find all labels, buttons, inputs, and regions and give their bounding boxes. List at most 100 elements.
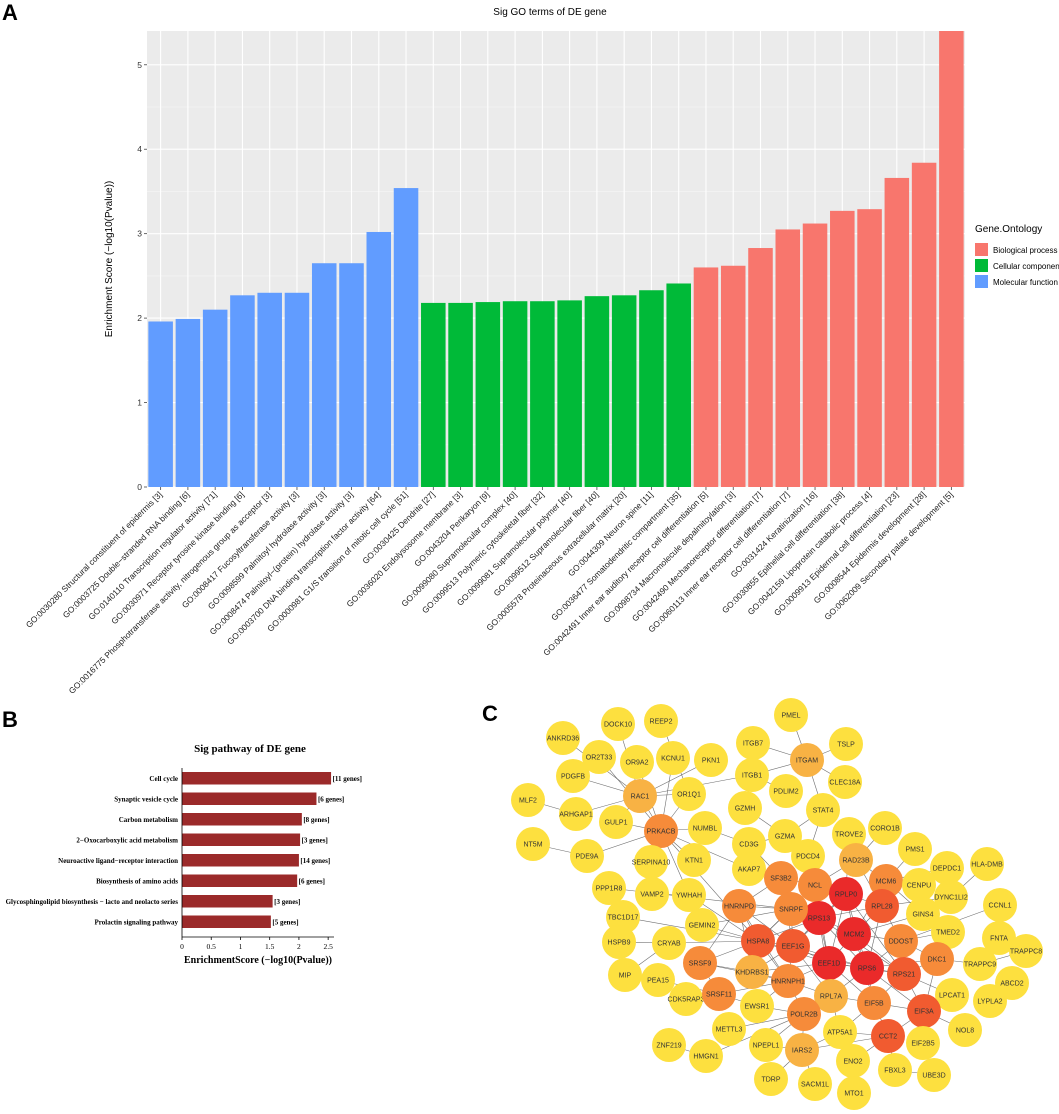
network-node[interactable]: TDRP: [754, 1062, 788, 1096]
node-circle[interactable]: [917, 1058, 951, 1092]
node-circle[interactable]: [829, 727, 863, 761]
node-circle[interactable]: [906, 1026, 940, 1060]
network-node[interactable]: MCM2: [837, 917, 871, 951]
network-node[interactable]: ITGB7: [736, 726, 770, 760]
network-node[interactable]: REEP2: [644, 704, 678, 738]
node-circle[interactable]: [887, 957, 921, 991]
node-circle[interactable]: [836, 1044, 870, 1078]
network-node[interactable]: RAC1: [623, 779, 657, 813]
node-circle[interactable]: [749, 1028, 783, 1062]
node-circle[interactable]: [644, 704, 678, 738]
node-circle[interactable]: [931, 915, 965, 949]
node-circle[interactable]: [907, 994, 941, 1028]
network-node[interactable]: TROVE2: [832, 817, 866, 851]
network-node[interactable]: KTN1: [677, 843, 711, 877]
network-node[interactable]: CCNL1: [983, 888, 1017, 922]
network-node[interactable]: NT5M: [516, 827, 550, 861]
node-circle[interactable]: [983, 888, 1017, 922]
node-circle[interactable]: [641, 963, 675, 997]
node-circle[interactable]: [741, 924, 775, 958]
node-circle[interactable]: [669, 982, 703, 1016]
network-node[interactable]: METTL3: [712, 1012, 746, 1046]
network-node[interactable]: TBC1D17: [606, 900, 640, 934]
network-node[interactable]: SNRPF: [774, 892, 808, 926]
node-circle[interactable]: [732, 852, 766, 886]
network-node[interactable]: CORO1B: [868, 811, 902, 845]
node-circle[interactable]: [735, 758, 769, 792]
network-node[interactable]: TSLP: [829, 727, 863, 761]
network-node[interactable]: KCNU1: [656, 741, 690, 775]
node-circle[interactable]: [934, 880, 968, 914]
node-circle[interactable]: [546, 721, 580, 755]
network-node[interactable]: RPS21: [887, 957, 921, 991]
network-node[interactable]: SRSF11: [702, 977, 736, 1011]
node-circle[interactable]: [735, 955, 769, 989]
network-node[interactable]: MIP: [608, 958, 642, 992]
node-circle[interactable]: [601, 707, 635, 741]
network-node[interactable]: EIF3A: [907, 994, 941, 1028]
network-node[interactable]: MLF2: [511, 783, 545, 817]
network-node[interactable]: CDK5RAP3: [668, 982, 705, 1016]
network-node[interactable]: OR9A2: [620, 745, 654, 779]
node-circle[interactable]: [634, 845, 668, 879]
network-node[interactable]: NUMBL: [688, 811, 722, 845]
node-circle[interactable]: [839, 843, 873, 877]
node-circle[interactable]: [602, 925, 636, 959]
network-node[interactable]: EEF1G: [776, 929, 810, 963]
node-circle[interactable]: [812, 946, 846, 980]
node-circle[interactable]: [902, 868, 936, 902]
network-node[interactable]: KHDRBS1: [735, 955, 769, 989]
network-node[interactable]: EIF5B: [857, 986, 891, 1020]
network-node[interactable]: IARS2: [785, 1033, 819, 1067]
network-node[interactable]: RPLP0: [829, 877, 863, 911]
node-circle[interactable]: [829, 877, 863, 911]
network-node[interactable]: GZMH: [728, 791, 762, 825]
node-circle[interactable]: [787, 997, 821, 1031]
network-node[interactable]: EEF1D: [812, 946, 846, 980]
network-node[interactable]: RPS13: [802, 901, 836, 935]
node-circle[interactable]: [516, 827, 550, 861]
network-node[interactable]: NCL: [798, 868, 832, 902]
network-node[interactable]: HSPA8: [741, 924, 775, 958]
node-circle[interactable]: [837, 1076, 871, 1110]
network-node[interactable]: GEMIN2: [685, 908, 719, 942]
network-node[interactable]: UBE3D: [917, 1058, 951, 1092]
network-node[interactable]: SERPINA10: [632, 845, 671, 879]
network-node[interactable]: EWSR1: [740, 989, 774, 1023]
node-circle[interactable]: [878, 1053, 912, 1087]
node-circle[interactable]: [970, 847, 1004, 881]
network-node[interactable]: FBXL3: [878, 1053, 912, 1087]
network-node[interactable]: PEA15: [641, 963, 675, 997]
node-circle[interactable]: [857, 986, 891, 1020]
node-circle[interactable]: [1009, 934, 1043, 968]
network-node[interactable]: RPS6: [850, 951, 884, 985]
network-node[interactable]: MCM6: [869, 864, 903, 898]
node-circle[interactable]: [652, 926, 686, 960]
network-node[interactable]: OR1Q1: [672, 777, 706, 811]
network-node[interactable]: ZNF219: [652, 1028, 686, 1062]
network-node[interactable]: SF3B2: [764, 861, 798, 895]
network-node[interactable]: RPL7A: [814, 979, 848, 1013]
network-node[interactable]: PMEL: [774, 698, 808, 732]
node-circle[interactable]: [869, 864, 903, 898]
node-circle[interactable]: [930, 851, 964, 885]
node-circle[interactable]: [798, 1067, 832, 1101]
network-node[interactable]: PKN1: [694, 743, 728, 777]
node-circle[interactable]: [823, 1015, 857, 1049]
node-circle[interactable]: [832, 817, 866, 851]
network-node[interactable]: CENPU: [902, 868, 936, 902]
node-circle[interactable]: [559, 797, 593, 831]
node-circle[interactable]: [963, 947, 997, 981]
network-node[interactable]: HNRNPD: [722, 889, 756, 923]
node-circle[interactable]: [806, 793, 840, 827]
node-circle[interactable]: [689, 1039, 723, 1073]
network-node[interactable]: CLEC18A: [828, 765, 862, 799]
node-circle[interactable]: [798, 868, 832, 902]
network-node[interactable]: CCT2: [871, 1019, 905, 1053]
network-node[interactable]: FNTA: [982, 921, 1016, 955]
node-circle[interactable]: [884, 924, 918, 958]
node-circle[interactable]: [791, 839, 825, 873]
node-circle[interactable]: [814, 979, 848, 1013]
network-node[interactable]: NPEPL1: [749, 1028, 783, 1062]
node-circle[interactable]: [635, 877, 669, 911]
